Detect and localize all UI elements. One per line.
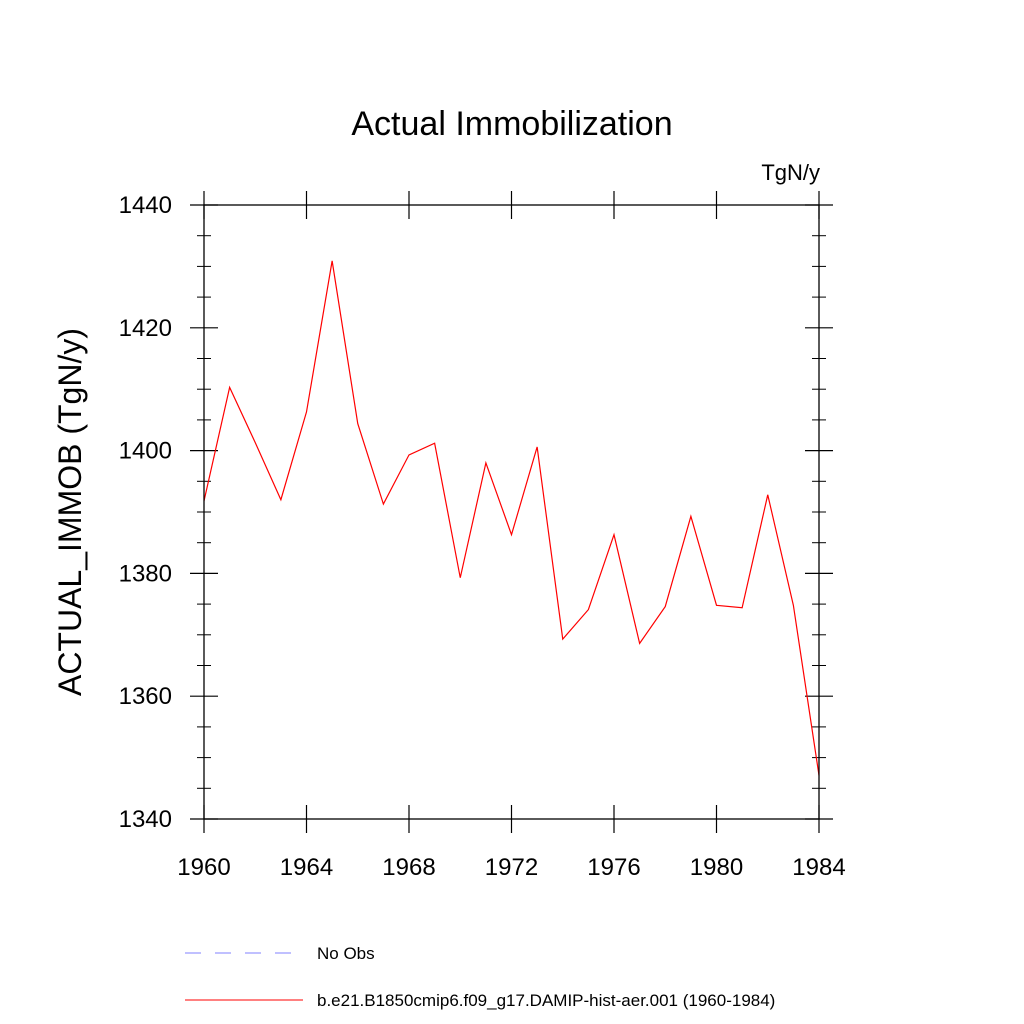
y-tick-label: 1440 xyxy=(119,192,172,219)
y-tick-label: 1380 xyxy=(119,560,172,587)
y-tick-label: 1360 xyxy=(119,683,172,710)
x-tick-label: 1972 xyxy=(485,854,538,881)
y-tick-label: 1340 xyxy=(119,806,172,833)
x-tick-label: 1964 xyxy=(280,854,333,881)
x-tick-label: 1980 xyxy=(690,854,743,881)
series-line xyxy=(203,260,820,776)
x-tick-label: 1968 xyxy=(382,854,435,881)
legend-label: b.e21.B1850cmip6.f09_g17.DAMIP-hist-aer.… xyxy=(317,991,775,1010)
legend-label: No Obs xyxy=(317,944,375,963)
units-label: TgN/y xyxy=(761,160,820,185)
x-tick-label: 1976 xyxy=(587,854,640,881)
chart-title: Actual Immobilization xyxy=(351,105,672,143)
y-tick-label: 1420 xyxy=(119,315,172,342)
y-axis-label: ACTUAL_IMMOB (TgN/y) xyxy=(52,328,88,696)
x-tick-label: 1960 xyxy=(177,854,230,881)
x-tick-label: 1984 xyxy=(792,854,845,881)
plot-frame xyxy=(203,204,820,820)
y-tick-label: 1400 xyxy=(119,438,172,465)
